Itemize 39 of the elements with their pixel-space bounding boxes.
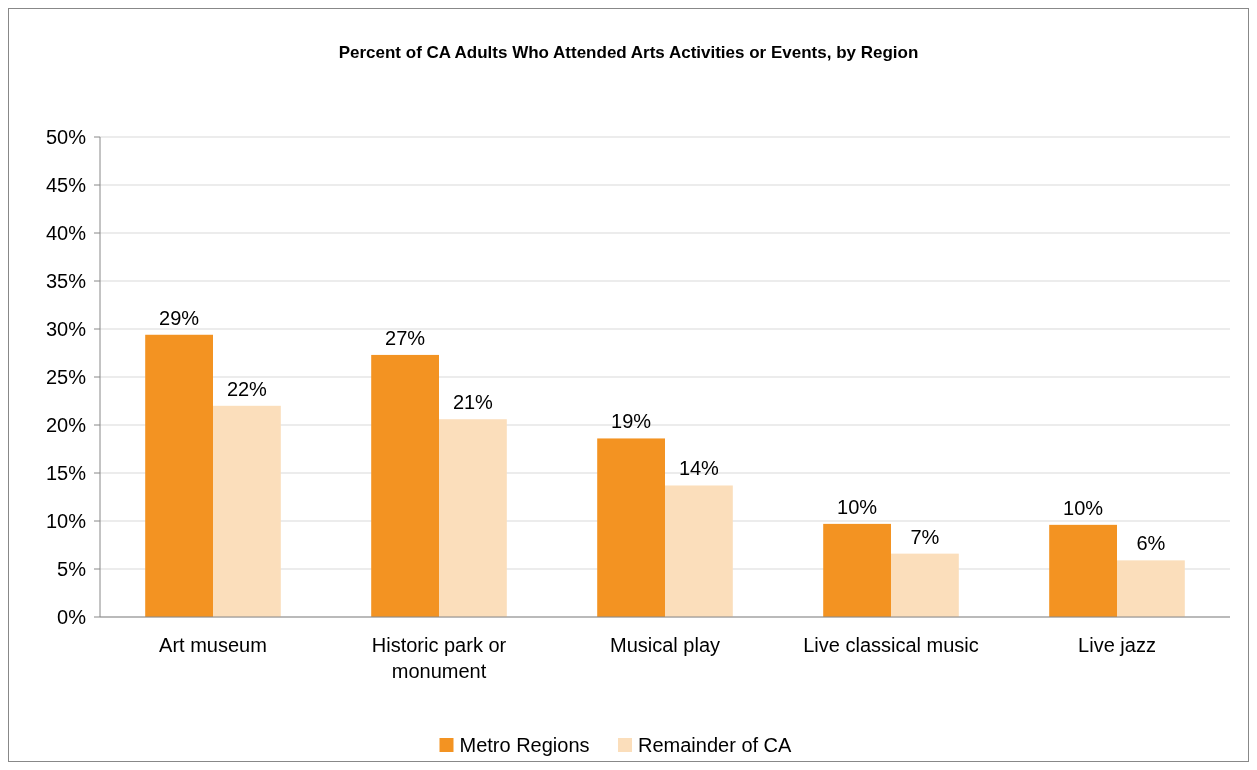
data-label: 21%	[452, 391, 494, 414]
chart-title: Percent of CA Adults Who Attended Arts Activities or Events, by Region	[338, 43, 919, 62]
y-tick-label: 40%	[45, 222, 87, 244]
x-tick-label: Historic park or monument	[371, 634, 507, 682]
x-tick-label: Live jazz	[1078, 634, 1156, 656]
bar	[1049, 524, 1117, 617]
bar	[665, 485, 733, 617]
data-label: 10%	[1063, 496, 1104, 519]
bar	[597, 438, 665, 617]
data-label: 10%	[837, 495, 878, 518]
data-label: 6%	[1136, 532, 1166, 555]
y-tick-label: 45%	[45, 174, 87, 196]
bar	[213, 405, 281, 617]
bar	[145, 334, 213, 617]
data-label: 14%	[678, 457, 720, 480]
bar	[439, 419, 507, 617]
data-label: 22%	[226, 377, 268, 400]
x-tick-label: Art museum	[159, 634, 267, 656]
data-label: 7%	[910, 525, 940, 548]
y-tick-label: 5%	[57, 558, 87, 580]
bar	[371, 354, 439, 617]
legend-label: Metro Regions	[459, 734, 590, 756]
bar	[823, 523, 891, 617]
bar	[891, 553, 959, 617]
bar	[1117, 560, 1185, 617]
x-tick-label: Live classical music	[803, 634, 979, 656]
x-tick-label: Musical play	[609, 634, 721, 656]
y-tick-label: 20%	[45, 414, 87, 436]
y-tick-label: 10%	[45, 510, 87, 532]
y-tick-label: 30%	[45, 318, 87, 340]
y-tick-label: 50%	[45, 126, 87, 148]
data-label: 29%	[159, 306, 200, 329]
y-tick-label: 0%	[57, 606, 87, 628]
y-tick-label: 35%	[45, 270, 87, 292]
data-label: 19%	[611, 410, 652, 433]
legend-label: Remainder of CA	[638, 734, 793, 756]
y-tick-label: 15%	[45, 462, 87, 484]
data-label: 27%	[385, 326, 426, 349]
y-tick-label: 25%	[45, 366, 87, 388]
